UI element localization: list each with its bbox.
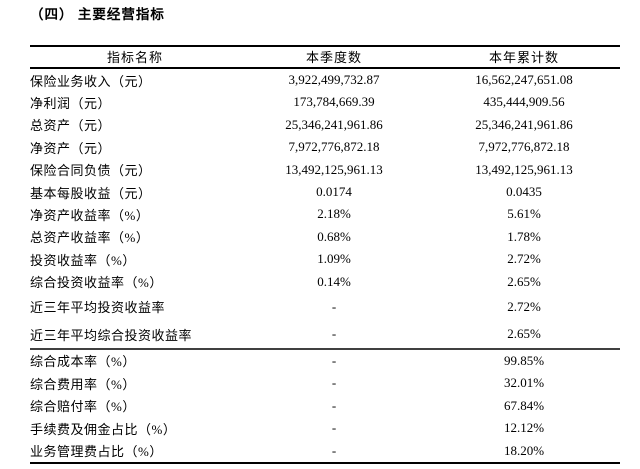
table-row: 综合赔付率（%） - 67.84% bbox=[30, 395, 620, 417]
cell-indicator-name: 综合赔付率（%） bbox=[30, 399, 136, 415]
cell-current-quarter: 0.0174 bbox=[316, 184, 352, 200]
table-row: 净资产（元） 7,972,776,872.18 7,972,776,872.18 bbox=[30, 136, 620, 158]
cell-year-to-date: 7,972,776,872.18 bbox=[478, 139, 570, 155]
cell-current-quarter: - bbox=[331, 375, 337, 391]
cell-year-to-date: 2.72% bbox=[507, 298, 541, 314]
cell-indicator-name: 保险合同负债（元） bbox=[30, 163, 152, 179]
cell-indicator-name: 净资产（元） bbox=[30, 140, 112, 156]
cell-year-to-date: 435,444,909.56 bbox=[483, 94, 565, 110]
table-row: 保险业务收入（元） 3,922,499,732.87 16,562,247,651.… bbox=[30, 68, 620, 91]
header-row: 指标名称 本季度数 本年累计数 bbox=[30, 45, 620, 69]
table-row: 综合费用率（%） - 32.01% bbox=[30, 372, 620, 394]
cell-year-to-date: 18.20% bbox=[503, 442, 545, 458]
table-row: 业务管理费占比（%） - 18.20% bbox=[30, 439, 620, 462]
cell-indicator-name: 近三年平均投资收益率 bbox=[30, 300, 166, 316]
header-year-to-date: 本年累计数 bbox=[428, 45, 620, 69]
table-row: 净利润（元） 173,784,669.39 435,444,909.56 bbox=[30, 91, 620, 113]
cell-year-to-date: 0.0435 bbox=[506, 184, 542, 200]
cell-year-to-date: 99.85% bbox=[503, 352, 545, 368]
cell-current-quarter: 13,492,125,961.13 bbox=[285, 161, 383, 177]
cell-indicator-name: 总资产（元） bbox=[30, 118, 112, 134]
table-row: 近三年平均投资收益率 - 2.72% bbox=[30, 293, 620, 321]
cell-year-to-date: 5.61% bbox=[507, 206, 541, 222]
cell-year-to-date: 12.12% bbox=[503, 420, 545, 436]
indicators-table: 指标名称 本季度数 本年累计数 保险业务收入（元） 3,922,499,732.8… bbox=[30, 44, 620, 464]
cell-indicator-name: 基本每股收益（元） bbox=[30, 185, 152, 201]
table-row: 净资产收益率（%） 2.18% 5.61% bbox=[30, 203, 620, 225]
cell-indicator-name: 投资收益率（%） bbox=[30, 252, 136, 268]
cell-current-quarter: 7,972,776,872.18 bbox=[288, 139, 380, 155]
cell-current-quarter: - bbox=[331, 397, 337, 413]
cell-indicator-name: 综合成本率（%） bbox=[30, 354, 136, 370]
table-row: 基本每股收益（元） 0.0174 0.0435 bbox=[30, 181, 620, 203]
cell-current-quarter: 0.14% bbox=[317, 273, 351, 289]
table-row: 投资收益率（%） 1.09% 2.72% bbox=[30, 248, 620, 270]
cell-current-quarter: - bbox=[331, 442, 337, 458]
table-row: 保险合同负债（元） 13,492,125,961.13 13,492,125,961… bbox=[30, 158, 620, 180]
table-row: 总资产收益率（%） 0.68% 1.78% bbox=[30, 226, 620, 248]
cell-indicator-name: 手续费及佣金占比（%） bbox=[30, 421, 177, 437]
table-row: 手续费及佣金占比（%） - 12.12% bbox=[30, 417, 620, 439]
section-title: （四） 主要经营指标 bbox=[30, 7, 165, 22]
table-row: 总资产（元） 25,346,241,961.86 25,346,241,961.86 bbox=[30, 114, 620, 136]
table-row: 综合成本率（%） - 99.85% bbox=[30, 349, 620, 372]
cell-year-to-date: 32.01% bbox=[503, 375, 545, 391]
cell-year-to-date: 16,562,247,651.08 bbox=[475, 72, 573, 88]
cell-current-quarter: - bbox=[331, 352, 337, 368]
table-row: 综合投资收益率（%） 0.14% 2.65% bbox=[30, 270, 620, 292]
cell-indicator-name: 综合费用率（%） bbox=[30, 376, 136, 392]
cell-year-to-date: 2.72% bbox=[507, 251, 541, 267]
cell-indicator-name: 综合投资收益率（%） bbox=[30, 275, 163, 291]
cell-year-to-date: 1.78% bbox=[507, 228, 541, 244]
cell-current-quarter: - bbox=[331, 326, 337, 342]
cell-indicator-name: 保险业务收入（元） bbox=[30, 73, 152, 89]
header-current-quarter: 本季度数 bbox=[240, 45, 428, 69]
cell-year-to-date: 2.65% bbox=[507, 326, 541, 342]
cell-current-quarter: - bbox=[331, 420, 337, 436]
cell-year-to-date: 13,492,125,961.13 bbox=[475, 161, 573, 177]
table-section-ratios: 综合成本率（%） - 99.85% 综合费用率（%） - 32.01% 综合赔付率（%） - 6… bbox=[30, 348, 620, 463]
cell-indicator-name: 总资产收益率（%） bbox=[30, 230, 150, 246]
table-section-main: 保险业务收入（元） 3,922,499,732.87 16,562,247,651.… bbox=[30, 68, 620, 349]
cell-current-quarter: 25,346,241,961.86 bbox=[285, 116, 383, 132]
table-header: 指标名称 本季度数 本年累计数 bbox=[30, 45, 620, 69]
cell-year-to-date: 2.65% bbox=[507, 273, 541, 289]
cell-indicator-name: 净资产收益率（%） bbox=[30, 207, 150, 223]
cell-current-quarter: - bbox=[331, 298, 337, 314]
cell-indicator-name: 净利润（元） bbox=[30, 95, 112, 111]
header-indicator-name: 指标名称 bbox=[30, 45, 240, 69]
cell-current-quarter: 173,784,669.39 bbox=[293, 94, 375, 110]
cell-current-quarter: 0.68% bbox=[317, 228, 351, 244]
cell-indicator-name: 业务管理费占比（%） bbox=[30, 444, 163, 460]
cell-current-quarter: 3,922,499,732.87 bbox=[288, 72, 380, 88]
cell-indicator-name: 近三年平均综合投资收益率 bbox=[30, 327, 193, 343]
cell-year-to-date: 25,346,241,961.86 bbox=[475, 116, 573, 132]
cell-current-quarter: 2.18% bbox=[317, 206, 351, 222]
table-row: 近三年平均综合投资收益率 - 2.65% bbox=[30, 320, 620, 349]
cell-year-to-date: 67.84% bbox=[503, 397, 545, 413]
cell-current-quarter: 1.09% bbox=[317, 251, 351, 267]
